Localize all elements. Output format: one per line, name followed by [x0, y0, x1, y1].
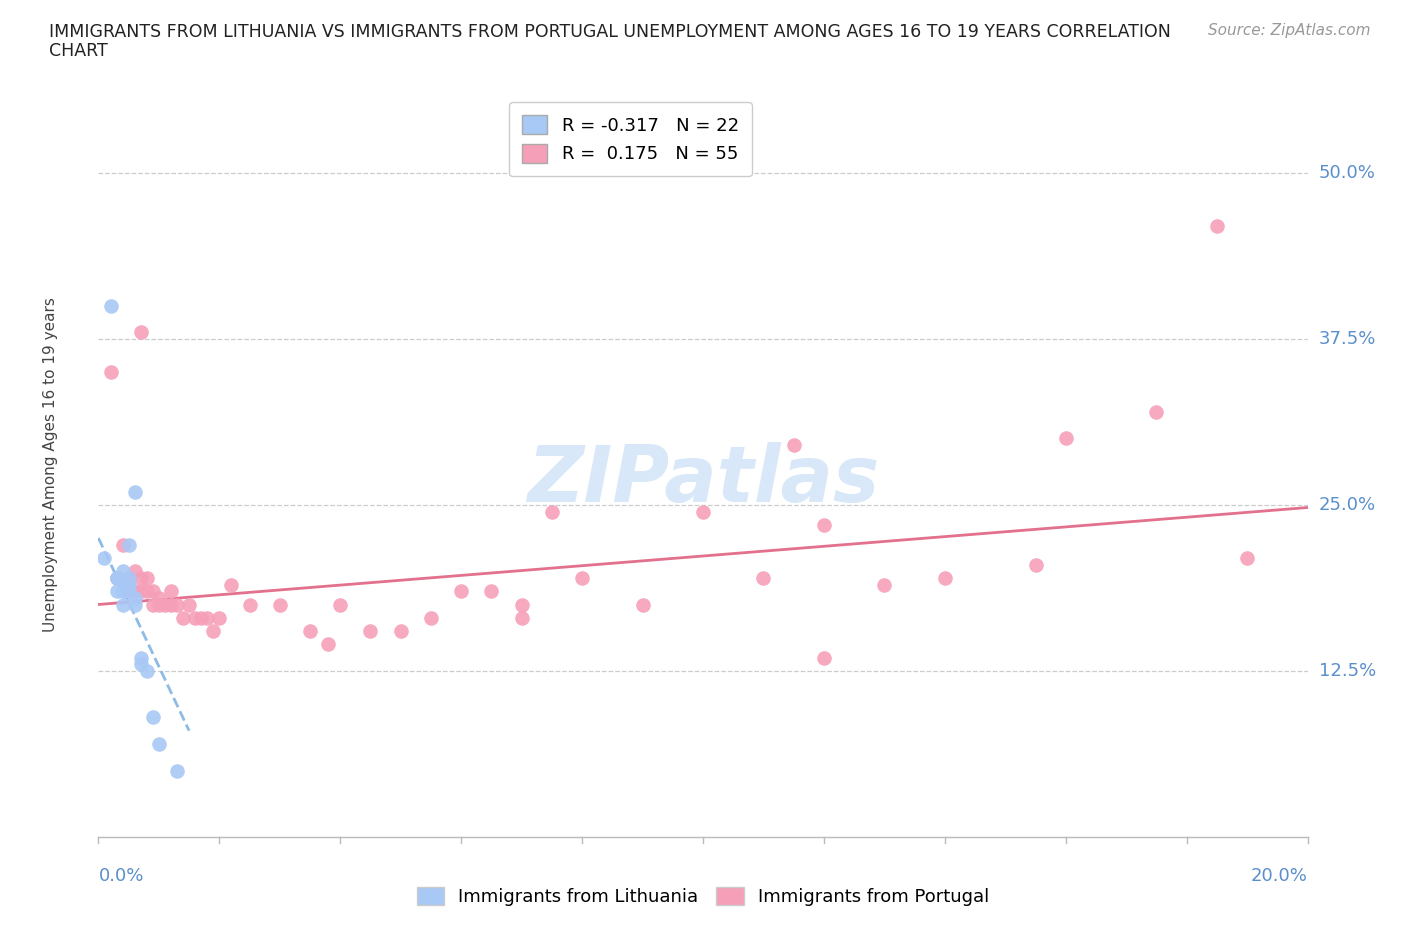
Point	[142, 597, 165, 612]
Point	[135, 663, 157, 678]
Point	[166, 597, 188, 612]
Text: Source: ZipAtlas.com: Source: ZipAtlas.com	[1208, 23, 1371, 38]
Point	[450, 584, 472, 599]
Point	[118, 578, 141, 592]
Point	[752, 570, 775, 585]
Point	[135, 570, 157, 585]
Point	[1236, 551, 1258, 565]
Point	[111, 584, 134, 599]
Point	[166, 764, 188, 778]
Point	[118, 570, 141, 585]
Point	[510, 597, 533, 612]
Text: 20.0%: 20.0%	[1251, 867, 1308, 884]
Point	[221, 578, 243, 592]
Point	[100, 365, 122, 379]
Point	[118, 570, 141, 585]
Point	[105, 570, 128, 585]
Point	[329, 597, 352, 612]
Point	[142, 584, 165, 599]
Point	[153, 597, 176, 612]
Point	[111, 597, 134, 612]
Point	[129, 570, 152, 585]
Point	[148, 737, 170, 751]
Point	[129, 650, 152, 665]
Point	[239, 597, 262, 612]
Point	[160, 584, 183, 599]
Point	[195, 610, 218, 625]
Text: ZIPatlas: ZIPatlas	[527, 442, 879, 518]
Point	[124, 584, 146, 599]
Text: CHART: CHART	[49, 42, 108, 60]
Point	[631, 597, 654, 612]
Point	[148, 597, 170, 612]
Point	[692, 504, 714, 519]
Text: IMMIGRANTS FROM LITHUANIA VS IMMIGRANTS FROM PORTUGAL UNEMPLOYMENT AMONG AGES 16: IMMIGRANTS FROM LITHUANIA VS IMMIGRANTS …	[49, 23, 1171, 41]
Point	[299, 624, 322, 639]
Point	[105, 570, 128, 585]
Point	[148, 591, 170, 605]
Point	[111, 584, 134, 599]
Point	[124, 591, 146, 605]
Point	[269, 597, 291, 612]
Point	[129, 657, 152, 671]
Point	[934, 570, 956, 585]
Point	[873, 578, 896, 592]
Text: 0.0%: 0.0%	[98, 867, 143, 884]
Point	[208, 610, 231, 625]
Point	[540, 504, 562, 519]
Point	[179, 597, 201, 612]
Point	[510, 610, 533, 625]
Point	[135, 584, 157, 599]
Point	[360, 624, 382, 639]
Point	[100, 299, 122, 313]
Point	[571, 570, 593, 585]
Point	[813, 517, 835, 532]
Text: 37.5%: 37.5%	[1319, 330, 1376, 348]
Point	[111, 538, 134, 552]
Point	[160, 597, 183, 612]
Legend: Immigrants from Lithuania, Immigrants from Portugal: Immigrants from Lithuania, Immigrants fr…	[409, 880, 997, 913]
Point	[202, 624, 225, 639]
Text: Unemployment Among Ages 16 to 19 years: Unemployment Among Ages 16 to 19 years	[42, 298, 58, 632]
Point	[105, 584, 128, 599]
Point	[172, 610, 194, 625]
Text: 25.0%: 25.0%	[1319, 496, 1376, 514]
Point	[389, 624, 412, 639]
Point	[481, 584, 503, 599]
Point	[813, 650, 835, 665]
Point	[118, 538, 141, 552]
Point	[124, 564, 146, 578]
Point	[124, 485, 146, 499]
Point	[111, 564, 134, 578]
Point	[184, 610, 207, 625]
Point	[118, 584, 141, 599]
Point	[1206, 219, 1229, 233]
Point	[105, 570, 128, 585]
Legend: R = -0.317   N = 22, R =  0.175   N = 55: R = -0.317 N = 22, R = 0.175 N = 55	[509, 102, 752, 176]
Point	[783, 438, 806, 453]
Point	[1054, 431, 1077, 445]
Point	[1144, 405, 1167, 419]
Point	[118, 584, 141, 599]
Point	[124, 597, 146, 612]
Point	[93, 551, 115, 565]
Point	[142, 710, 165, 724]
Text: 50.0%: 50.0%	[1319, 164, 1375, 181]
Point	[420, 610, 443, 625]
Point	[129, 584, 152, 599]
Point	[1024, 557, 1046, 572]
Text: 12.5%: 12.5%	[1319, 662, 1376, 680]
Point	[316, 637, 339, 652]
Point	[190, 610, 212, 625]
Point	[129, 325, 152, 339]
